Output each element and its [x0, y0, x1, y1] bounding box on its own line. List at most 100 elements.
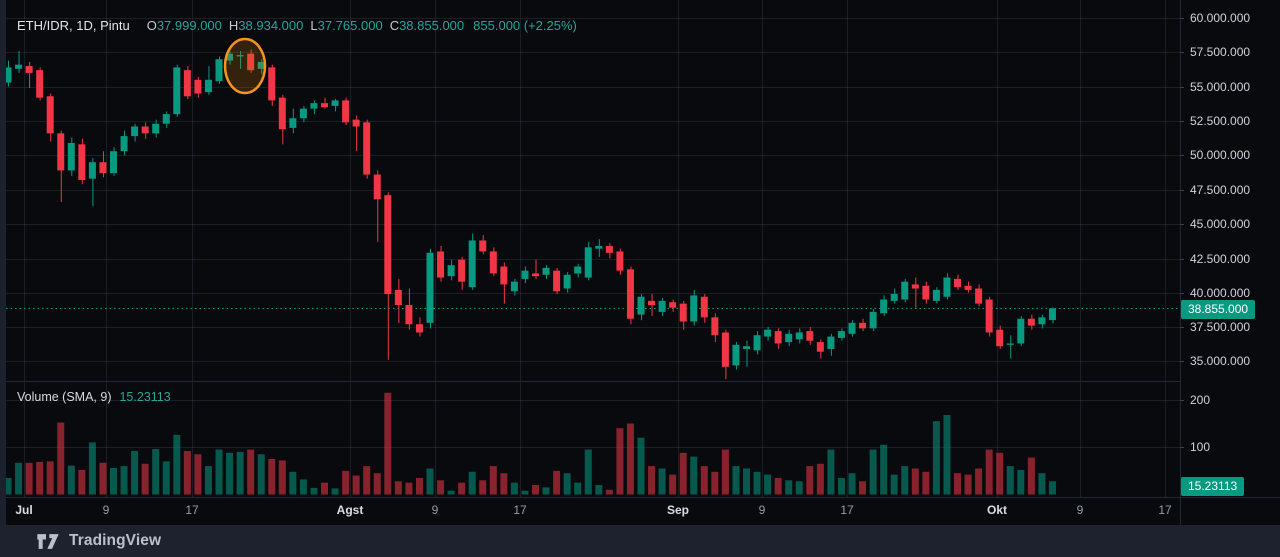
volume-bar — [595, 485, 603, 495]
candle-body — [236, 55, 244, 57]
volume-bar — [827, 449, 835, 495]
volume-axis-label: 200 — [1190, 393, 1211, 407]
last-price-badge: 38.855.000 — [1181, 299, 1256, 319]
volume-bar — [732, 466, 740, 495]
candle-body — [468, 240, 476, 288]
volume-bar — [173, 434, 181, 495]
volume-bar — [204, 466, 212, 495]
time-axis-label: Okt — [986, 503, 1008, 517]
volume-bar — [901, 466, 909, 495]
candle-body — [99, 162, 107, 174]
candle-body — [405, 304, 413, 325]
volume-bar — [932, 421, 940, 495]
volume-bar — [278, 460, 286, 495]
price-axis-label: 47.500.000 — [1190, 183, 1251, 197]
volume-bar — [57, 422, 65, 495]
volume-bar — [532, 485, 539, 495]
close-value: 38.855.000 — [399, 18, 465, 33]
volume-bar — [226, 452, 234, 495]
volume-bar — [1006, 466, 1014, 495]
candle-body — [67, 142, 75, 171]
candle-body — [700, 296, 708, 318]
volume-indicator-label[interactable]: Volume (SMA, 9) — [17, 390, 112, 404]
volume-bar — [764, 474, 772, 495]
candle-body — [563, 274, 571, 289]
volume-bar — [859, 481, 867, 495]
volume-bar — [848, 473, 856, 495]
tradingview-logo[interactable]: TradingView — [36, 532, 161, 551]
candle-body — [901, 281, 909, 300]
volume-value-badge: 15.23113 — [1181, 476, 1245, 496]
candle-body — [753, 335, 761, 351]
candle-body — [532, 273, 539, 277]
candle-body — [1027, 318, 1035, 326]
volume-bar — [194, 454, 202, 495]
candle-body — [996, 329, 1004, 347]
volume-legend: Volume (SMA, 9) 15.23113 — [17, 390, 171, 404]
candle-body — [194, 79, 202, 94]
volume-bar — [268, 459, 276, 495]
candle-body — [795, 332, 803, 340]
candle-body — [458, 259, 466, 282]
volume-bar — [837, 477, 845, 495]
volume-bar — [816, 463, 824, 495]
volume-bar — [605, 489, 613, 495]
volume-bar — [331, 488, 339, 495]
time-axis-label: 17 — [185, 503, 199, 517]
candle-body — [141, 126, 149, 134]
symbol-title[interactable]: ETH/IDR, 1D, Pintu — [17, 18, 130, 33]
price-axis-label: 57.500.000 — [1190, 45, 1251, 59]
volume-bar — [426, 468, 434, 495]
time-axis-label: 9 — [431, 503, 439, 517]
candle-body — [574, 266, 582, 274]
volume-bar — [774, 477, 782, 495]
volume-bar — [521, 490, 529, 495]
volume-bar — [626, 423, 634, 495]
volume-bar — [162, 461, 170, 495]
candle-body — [816, 342, 824, 352]
chart-canvas[interactable] — [0, 0, 1280, 525]
volume-bar — [943, 414, 951, 495]
volume-bar — [795, 481, 803, 495]
candle-body — [669, 302, 677, 308]
time-axis-label: 9 — [1076, 503, 1084, 517]
candle-body — [964, 285, 972, 290]
volume-bar — [1027, 457, 1035, 495]
open-value: 37.999.000 — [156, 18, 222, 33]
candle-body — [500, 266, 508, 285]
price-axis-label: 60.000.000 — [1190, 11, 1251, 25]
candle-body — [764, 329, 772, 337]
volume-bar — [1048, 481, 1056, 495]
candle-body — [542, 267, 550, 275]
candle-body — [732, 344, 740, 366]
volume-bar — [542, 487, 550, 495]
volume-bar — [110, 467, 117, 495]
time-axis-label: 9 — [102, 503, 110, 517]
volume-bar — [299, 479, 307, 495]
volume-bar — [468, 471, 476, 495]
candle-body — [352, 119, 360, 127]
candle-body — [975, 288, 983, 304]
candle-body — [743, 346, 750, 349]
symbol-legend: ETH/IDR, 1D, Pintu O37.999.000 H38.934.000… — [17, 18, 577, 33]
candle-body — [120, 136, 128, 152]
candle-body — [553, 270, 561, 292]
volume-bar — [690, 456, 698, 495]
candle-body — [479, 240, 487, 252]
price-axis-label: 52.500.000 — [1190, 114, 1251, 128]
candle-body — [278, 97, 286, 130]
price-axis-label: 45.000.000 — [1190, 217, 1251, 231]
candle-body — [785, 333, 793, 343]
volume-bar — [152, 449, 160, 495]
volume-bar — [658, 468, 666, 495]
candle-body — [247, 53, 255, 71]
candle-body — [321, 103, 328, 108]
candle-body — [658, 300, 666, 312]
candle-body — [943, 277, 951, 297]
volume-bar — [36, 461, 44, 495]
candle-body — [25, 66, 33, 73]
price-axis-label: 50.000.000 — [1190, 148, 1251, 162]
open-label: O — [146, 18, 157, 33]
candle-body — [985, 299, 993, 333]
time-axis-label: Sep — [666, 503, 690, 517]
